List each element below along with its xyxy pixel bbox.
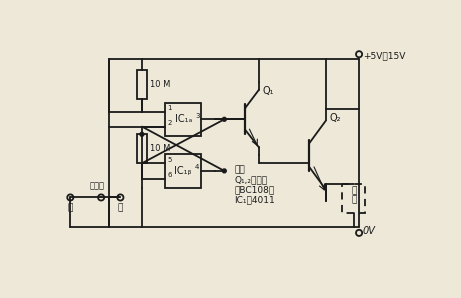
- Text: Q₂: Q₂: [330, 113, 341, 123]
- FancyBboxPatch shape: [165, 103, 201, 136]
- Circle shape: [222, 169, 226, 173]
- FancyBboxPatch shape: [342, 184, 365, 213]
- Text: 断: 断: [118, 204, 123, 213]
- Text: 为BC108，: 为BC108，: [234, 185, 275, 194]
- Text: +5V～15V: +5V～15V: [363, 51, 405, 60]
- FancyBboxPatch shape: [136, 70, 148, 99]
- Text: IC₁ᵦ: IC₁ᵦ: [174, 166, 192, 176]
- Text: 10 M: 10 M: [150, 144, 170, 153]
- Text: 10 M: 10 M: [150, 80, 170, 89]
- Text: 2: 2: [167, 120, 171, 126]
- Text: IC₁为4011: IC₁为4011: [234, 195, 275, 204]
- Text: 注：: 注：: [234, 165, 245, 174]
- Text: 5: 5: [167, 156, 171, 162]
- Text: Q₁,₂的型号: Q₁,₂的型号: [234, 175, 267, 184]
- Circle shape: [222, 117, 226, 121]
- Text: 1: 1: [167, 105, 172, 111]
- FancyBboxPatch shape: [165, 153, 201, 188]
- Text: 通: 通: [68, 204, 73, 213]
- Text: 3: 3: [195, 113, 200, 119]
- Text: 负: 负: [351, 186, 356, 195]
- Text: 4: 4: [195, 164, 200, 170]
- Text: 6: 6: [167, 172, 172, 178]
- Text: Q₁: Q₁: [263, 86, 274, 96]
- Text: IC₁ₐ: IC₁ₐ: [175, 114, 192, 124]
- Text: 触摸端: 触摸端: [90, 181, 105, 190]
- Text: 0V: 0V: [363, 226, 376, 236]
- Circle shape: [140, 132, 144, 136]
- FancyBboxPatch shape: [136, 134, 148, 163]
- Text: 载: 载: [351, 195, 356, 204]
